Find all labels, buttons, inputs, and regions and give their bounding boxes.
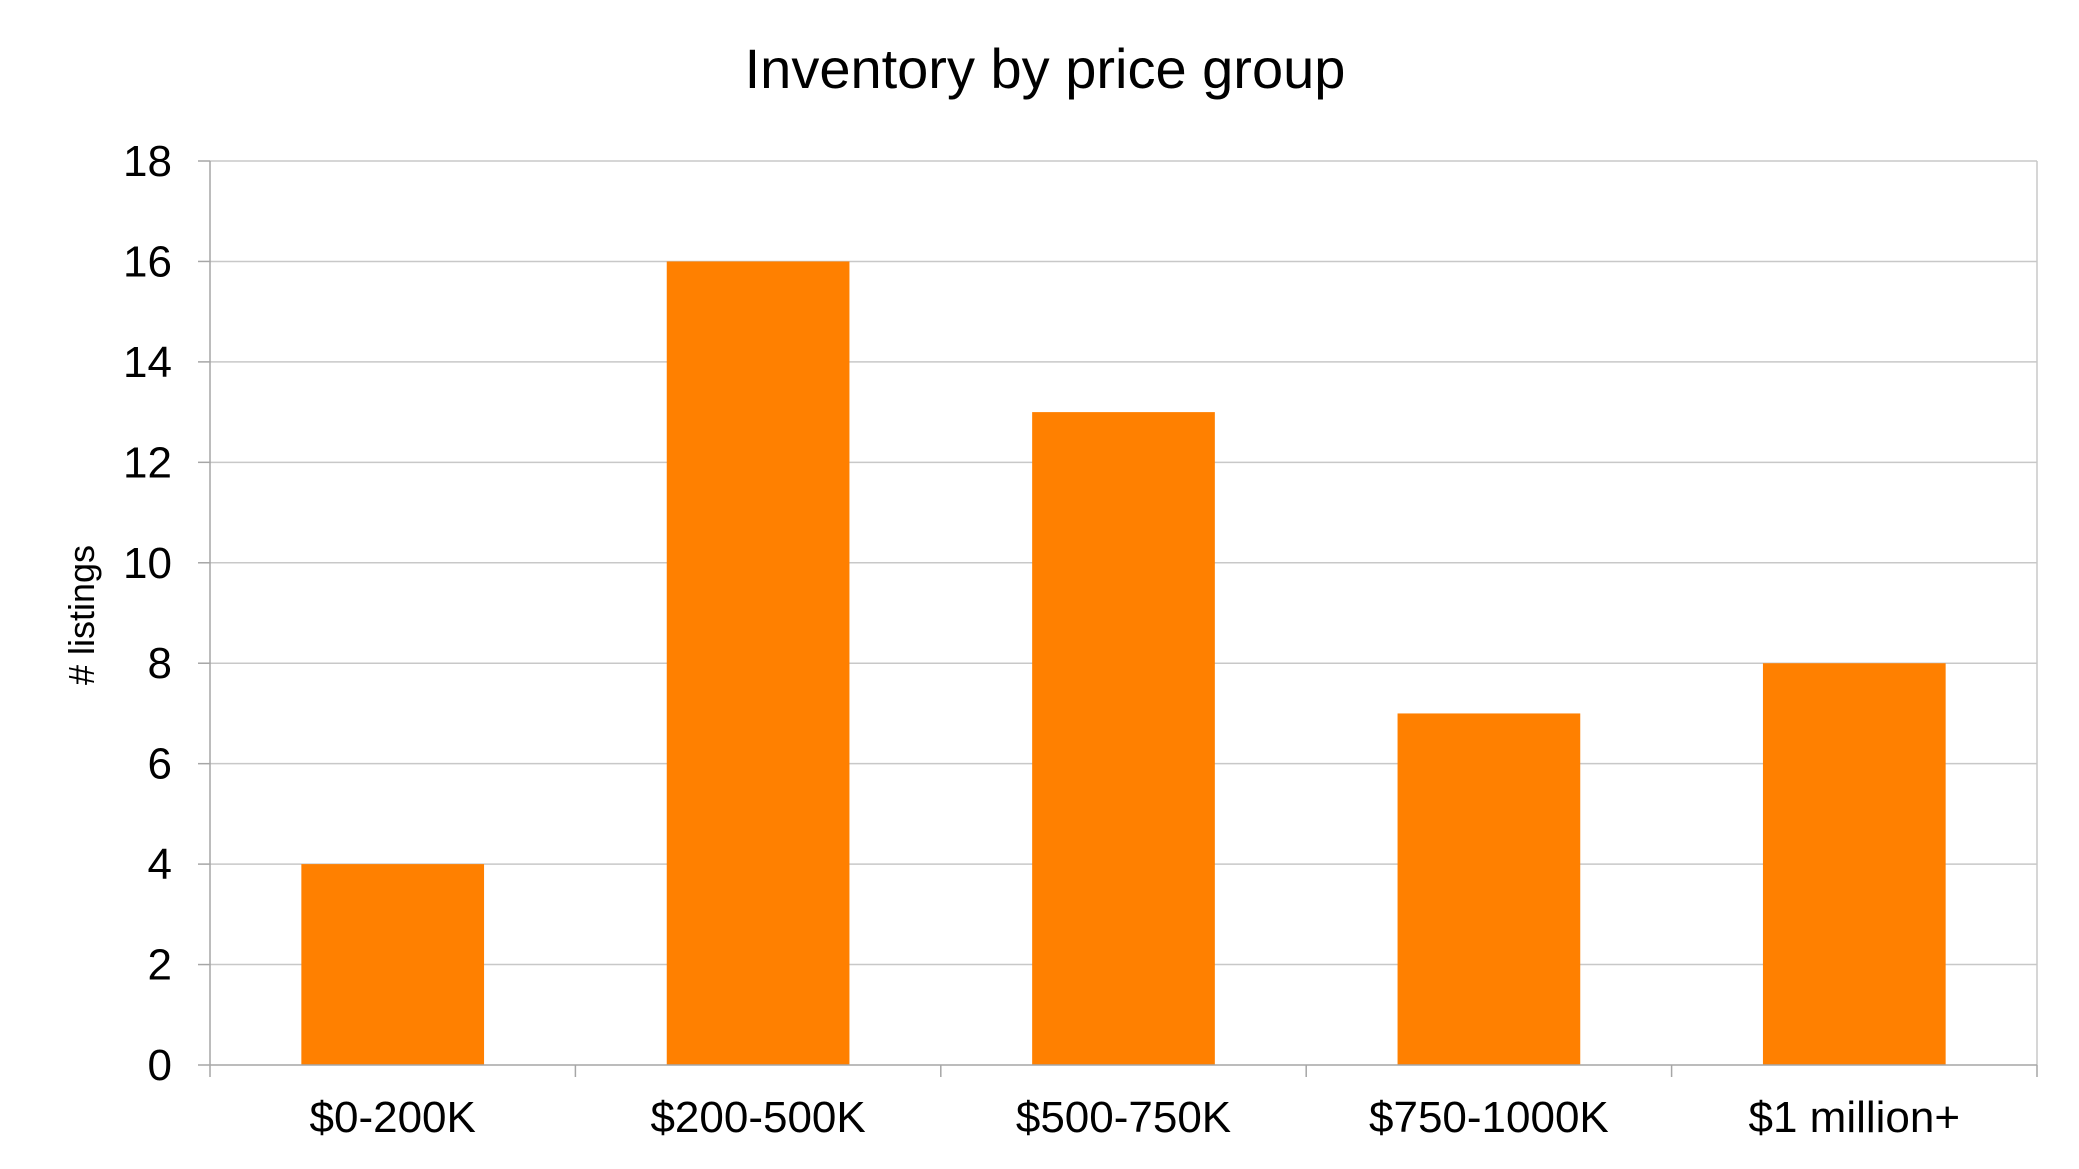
y-tick-label-12: 12	[123, 438, 172, 487]
x-tick-label-0: $0-200K	[310, 1093, 476, 1142]
x-tick-label-2: $500-750K	[1016, 1093, 1231, 1142]
y-tick-label-10: 10	[123, 539, 172, 588]
y-axis-title: # listings	[61, 545, 102, 685]
bar-1	[666, 261, 850, 1065]
x-tick-labels: $0-200K $200-500K $500-750K $750-1000K $1 mi…	[310, 1093, 1961, 1142]
bars	[301, 261, 1946, 1066]
y-tick-label-4: 4	[148, 840, 172, 889]
y-tick-label-8: 8	[148, 639, 172, 688]
y-tick-label-6: 6	[148, 740, 172, 789]
y-tick-label-0: 0	[148, 1041, 172, 1090]
x-tick-label-4: $1 million+	[1749, 1093, 1961, 1142]
bar-3	[1397, 713, 1581, 1065]
y-tick-label-2: 2	[148, 941, 172, 990]
bar-4	[1762, 663, 1946, 1065]
y-tick-labels: 0 2 4 6 8 10 12 14 16 18	[123, 137, 172, 1090]
x-tick-label-3: $750-1000K	[1369, 1093, 1609, 1142]
chart-title: Inventory by price group	[745, 37, 1346, 100]
y-tick-label-18: 18	[123, 137, 172, 186]
bar-0	[301, 864, 485, 1065]
y-tick-label-16: 16	[123, 237, 172, 286]
bar-2	[1032, 412, 1215, 1066]
x-tick-label-1: $200-500K	[650, 1093, 865, 1142]
axes	[198, 160, 2038, 1077]
y-tick-label-14: 14	[123, 338, 172, 387]
